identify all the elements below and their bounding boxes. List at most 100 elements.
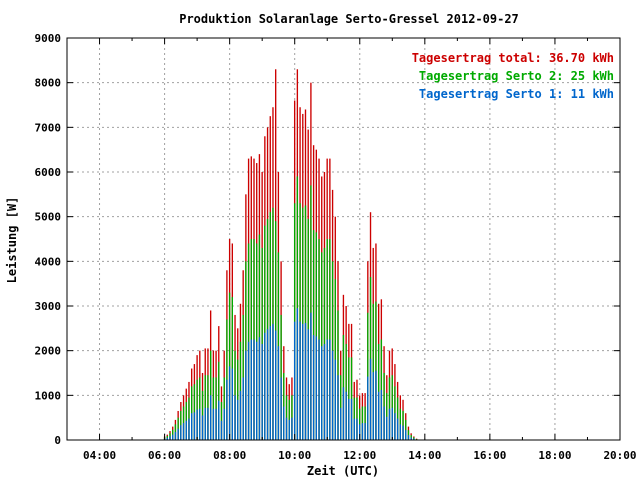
bar: [293, 321, 296, 440]
x-tick-label: 18:00: [538, 449, 571, 462]
bar: [407, 430, 410, 440]
y-tick-label: 4000: [35, 255, 62, 268]
bar: [380, 339, 383, 440]
y-tick-labels: 0 1000 2000 3000 4000 5000 6000 7000 8000 9000: [35, 32, 62, 447]
legend: Tagesertrag total: 36.70 kWh Tagesertrag…: [412, 51, 614, 101]
bar: [212, 408, 215, 440]
bar: [207, 407, 209, 440]
bar: [383, 406, 385, 440]
bar: [174, 431, 177, 440]
plot-frame: [66, 37, 621, 441]
bars: [163, 69, 418, 441]
legend-entry-serto-1: Tagesertrag Serto 1: 11 kWh: [419, 87, 614, 101]
bar: [304, 205, 307, 440]
x-tick-label: 20:00: [603, 449, 636, 462]
x-tick-label: 08:00: [213, 449, 246, 462]
bar: [377, 391, 380, 440]
bar: [402, 425, 404, 440]
x-tick-label: 10:00: [278, 449, 311, 462]
bar: [166, 437, 168, 440]
y-tick-label: 5000: [35, 211, 62, 224]
bar: [269, 326, 271, 440]
bar: [258, 234, 261, 440]
bar: [396, 418, 399, 440]
bar: [247, 341, 250, 440]
bar: [310, 312, 312, 440]
bar: [342, 387, 345, 440]
bar: [380, 389, 383, 440]
bar: [356, 418, 358, 440]
bar: [350, 398, 353, 440]
bar: [410, 437, 412, 440]
bar: [348, 357, 350, 440]
bar: [242, 377, 244, 440]
y-tick-label: 2000: [35, 345, 62, 358]
x-tick-label: 14:00: [408, 449, 441, 462]
bar: [201, 415, 204, 440]
bar: [253, 339, 255, 440]
bar: [285, 395, 288, 440]
bar: [218, 400, 220, 440]
bar: [337, 375, 339, 440]
bar: [237, 399, 239, 440]
bar: [367, 376, 369, 440]
bar: [350, 357, 353, 440]
bar: [388, 408, 391, 440]
bar: [204, 375, 206, 440]
bar: [277, 346, 280, 440]
bar: [323, 343, 326, 440]
bar: [302, 323, 304, 440]
bar: [375, 301, 377, 440]
bar: [209, 395, 212, 440]
bar: [188, 418, 190, 440]
bar: [245, 261, 247, 440]
bar: [315, 232, 317, 440]
bar: [226, 379, 228, 440]
bar: [334, 359, 336, 440]
bar: [220, 420, 223, 440]
bar: [394, 413, 396, 440]
x-tick-label: 06:00: [148, 449, 181, 462]
bar: [386, 393, 388, 440]
y-tick-label: 8000: [35, 77, 62, 90]
bar: [275, 330, 277, 440]
x-tick-labels: 04:00 06:00 08:00 10:00 12:00 14:00 16:00 18:00…: [83, 449, 637, 462]
bar: [250, 339, 252, 440]
bar: [391, 407, 393, 440]
bar: [196, 409, 198, 440]
bar: [234, 395, 236, 440]
bar: [296, 308, 299, 440]
bar: [275, 221, 277, 440]
bar: [280, 314, 282, 440]
bar: [386, 416, 388, 440]
bar: [177, 428, 179, 440]
bar: [331, 350, 334, 440]
bar: [239, 341, 242, 440]
y-axis-label: Leistung [W]: [5, 197, 19, 284]
bar: [372, 372, 374, 440]
bar: [285, 417, 288, 440]
bar: [215, 408, 217, 440]
legend-entry-total: Tagesertrag total: 36.70 kWh: [412, 51, 614, 65]
bar: [261, 343, 263, 440]
bar: [169, 436, 171, 440]
bar: [261, 247, 263, 440]
bar: [204, 407, 206, 440]
bar: [340, 407, 342, 440]
bar: [256, 341, 258, 440]
bar: [367, 312, 369, 440]
bar: [258, 337, 261, 440]
bar: [372, 303, 374, 440]
bar: [321, 346, 323, 440]
bar: [304, 322, 307, 440]
bar: [272, 323, 274, 440]
bar: [288, 419, 290, 440]
bar: [340, 375, 342, 440]
bar: [266, 329, 269, 440]
bar: [405, 419, 407, 440]
bar: [331, 261, 334, 440]
bar: [231, 368, 233, 440]
bar: [191, 413, 193, 440]
bar: [348, 398, 350, 440]
